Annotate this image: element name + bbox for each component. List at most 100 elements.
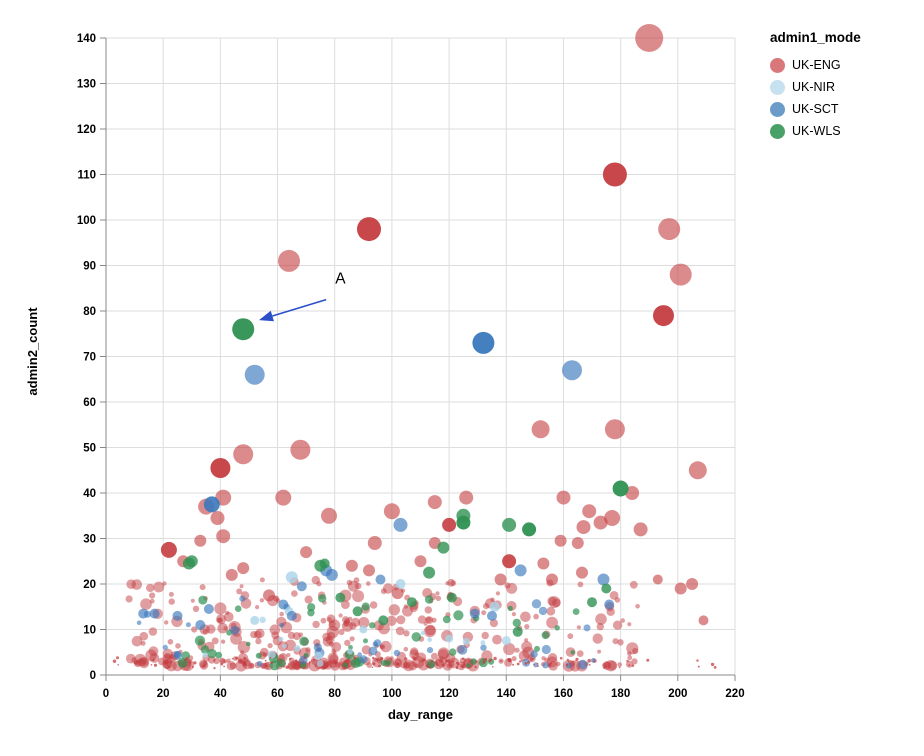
scatter-point [249, 663, 255, 668]
scatter-point [287, 631, 296, 640]
scatter-point [357, 217, 381, 242]
y-tick-label: 100 [77, 215, 96, 227]
scatter-point [148, 627, 158, 636]
scatter-point [321, 507, 337, 524]
scatter-point [358, 617, 370, 629]
scatter-point [303, 657, 306, 660]
y-tick-label: 10 [83, 625, 96, 637]
scatter-point [488, 660, 491, 663]
scatter-point [537, 665, 539, 667]
scatter-point [541, 631, 550, 640]
scatter-point [481, 631, 489, 640]
scatter-point [380, 640, 392, 653]
scatter-point [531, 420, 550, 439]
scatter-point [566, 658, 569, 661]
scatter-point [556, 490, 571, 505]
scatter-point [326, 614, 336, 624]
scatter-point [265, 664, 269, 668]
y-tick-label: 120 [77, 124, 96, 136]
scatter-point [534, 645, 540, 652]
scatter-point [293, 645, 301, 652]
scatter-point [372, 662, 376, 666]
scatter-point [372, 656, 375, 660]
scatter-point [194, 635, 206, 646]
scatter-point [427, 659, 436, 669]
scatter-point [441, 663, 445, 667]
scatter-point [601, 583, 612, 594]
scatter-point [367, 536, 382, 550]
scatter-point [285, 571, 298, 584]
scatter-point [131, 579, 143, 590]
scatter-point [255, 638, 262, 645]
scatter-point [403, 646, 409, 652]
scatter-point [348, 665, 351, 667]
scatter-point [334, 662, 337, 665]
scatter-point [530, 650, 538, 658]
scatter-point [343, 621, 349, 627]
scatter-point [234, 605, 242, 612]
scatter-point [203, 661, 208, 666]
scatter-point [226, 661, 236, 671]
scatter-point [492, 634, 502, 645]
scatter-point [532, 657, 535, 660]
scatter-point [576, 520, 591, 535]
scatter-point [164, 620, 169, 625]
scatter-point [296, 581, 307, 592]
scatter-point [342, 662, 349, 669]
legend-label: UK-NIR [792, 80, 836, 94]
scatter-point [216, 529, 231, 544]
scatter-point [223, 612, 234, 622]
scatter-point [618, 666, 621, 669]
scatter-point [246, 641, 251, 647]
scatter-point [592, 633, 603, 644]
scatter-point [237, 562, 250, 575]
scatter-point [322, 632, 331, 642]
scatter-point [583, 624, 591, 632]
scatter-point [267, 650, 276, 659]
scatter-point [440, 660, 443, 662]
scatter-point [472, 331, 495, 354]
scatter-point [334, 660, 338, 664]
scatter-point [188, 661, 191, 664]
scatter-point [565, 663, 569, 667]
scatter-point [612, 638, 619, 645]
legend-title: admin1_mode [770, 30, 861, 45]
scatter-point [391, 587, 404, 600]
scatter-point [331, 642, 342, 652]
x-tick-label: 160 [554, 688, 573, 700]
scatter-point [190, 598, 195, 603]
scatter-point [494, 573, 507, 586]
scatter-point [606, 607, 615, 616]
legend-swatch-uk-sct-icon [770, 101, 785, 117]
scatter-point [603, 666, 606, 669]
scatter-point [536, 662, 539, 665]
scatter-point [503, 642, 516, 656]
scatter-point [325, 568, 338, 581]
scatter-point [316, 660, 324, 667]
y-tick-label: 110 [77, 170, 96, 182]
scatter-point [512, 618, 521, 628]
scatter-point [217, 622, 228, 634]
scatter-point [194, 534, 207, 547]
scatter-point [612, 620, 623, 630]
y-tick-label: 30 [83, 534, 96, 546]
scatter-point [318, 594, 327, 603]
legend-label: UK-WLS [792, 124, 841, 138]
scatter-point [481, 610, 487, 616]
scatter-point [403, 630, 410, 637]
scatter-point [344, 639, 351, 647]
scatter-point [533, 613, 539, 620]
scatter-point [291, 590, 298, 597]
scatter-point [206, 624, 216, 634]
scatter-point [244, 364, 265, 385]
scatter-point [470, 658, 477, 665]
scatter-point [424, 606, 432, 614]
scatter-point [493, 656, 497, 661]
y-tick-label: 90 [83, 261, 96, 273]
scatter-point [466, 663, 471, 668]
scatter-point [520, 611, 531, 623]
scatter-point [427, 495, 442, 510]
scatter-point [279, 611, 285, 617]
scatter-point [507, 605, 513, 612]
scatter-point [612, 480, 629, 497]
